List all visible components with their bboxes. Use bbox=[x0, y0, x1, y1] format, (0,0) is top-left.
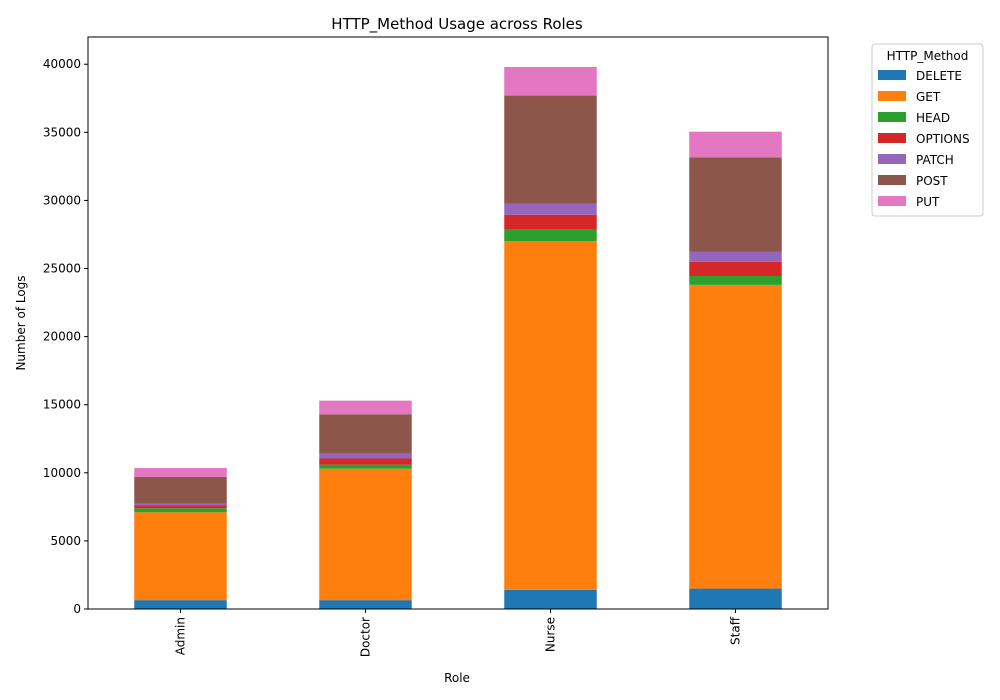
legend: HTTP_Method DELETE GET HEAD OPTIONS PATCH POST… bbox=[871, 43, 984, 217]
y-tick-label: 0 bbox=[73, 602, 81, 616]
bar-patch-doctor bbox=[319, 453, 412, 459]
bar-get-doctor bbox=[319, 468, 412, 601]
legend-title: HTTP_Method bbox=[887, 49, 969, 63]
bar-patch-nurse bbox=[504, 203, 597, 215]
bar-options-nurse bbox=[504, 214, 597, 230]
bar-put-staff bbox=[689, 131, 782, 158]
x-tick-label: Staff bbox=[729, 616, 743, 645]
y-tick-label: 35000 bbox=[43, 125, 81, 139]
bar-put-nurse bbox=[504, 66, 597, 96]
bar-options-doctor bbox=[319, 458, 412, 465]
bar-patch-admin bbox=[134, 503, 227, 506]
bar-put-doctor bbox=[319, 400, 412, 415]
x-axis-label: Role bbox=[444, 671, 470, 685]
y-tick-label: 15000 bbox=[43, 398, 81, 412]
legend-label-patch: PATCH bbox=[916, 153, 954, 167]
legend-box bbox=[871, 43, 984, 217]
y-tick-label: 10000 bbox=[43, 466, 81, 480]
x-tick-label: Doctor bbox=[359, 617, 373, 657]
x-tick-label: Nurse bbox=[544, 617, 558, 652]
bar-head-nurse bbox=[504, 229, 597, 242]
y-tick-label: 5000 bbox=[50, 534, 81, 548]
bar-patch-staff bbox=[689, 251, 782, 262]
legend-swatch-options bbox=[878, 133, 906, 143]
legend-label-put: PUT bbox=[916, 195, 940, 209]
bar-head-doctor bbox=[319, 464, 412, 469]
bar-get-admin bbox=[134, 512, 227, 601]
y-tick-label: 25000 bbox=[43, 262, 81, 276]
bar-post-nurse bbox=[504, 95, 597, 204]
legend-swatch-put bbox=[878, 196, 906, 206]
legend-label-post: POST bbox=[916, 174, 948, 188]
bar-delete-doctor bbox=[319, 600, 412, 609]
legend-label-get: GET bbox=[916, 90, 941, 104]
legend-swatch-get bbox=[878, 91, 906, 101]
y-axis-label: Number of Logs bbox=[14, 275, 28, 370]
bar-head-staff bbox=[689, 276, 782, 285]
bar-options-staff bbox=[689, 261, 782, 277]
bar-post-doctor bbox=[319, 414, 412, 454]
bar-get-nurse bbox=[504, 241, 597, 590]
y-tick-label: 40000 bbox=[43, 57, 81, 71]
legend-swatch-patch bbox=[878, 154, 906, 164]
bar-post-staff bbox=[689, 157, 782, 252]
legend-swatch-delete bbox=[878, 70, 906, 80]
legend-swatch-head bbox=[878, 112, 906, 122]
legend-label-options: OPTIONS bbox=[916, 132, 970, 146]
x-tick-label: Admin bbox=[174, 617, 188, 655]
legend-swatch-post bbox=[878, 175, 906, 185]
legend-label-delete: DELETE bbox=[916, 69, 962, 83]
bar-post-admin bbox=[134, 476, 227, 504]
bar-put-admin bbox=[134, 468, 227, 477]
bar-head-admin bbox=[134, 508, 227, 513]
bar-get-staff bbox=[689, 284, 782, 589]
y-tick-label: 20000 bbox=[43, 330, 81, 344]
chart-title: HTTP_Method Usage across Roles bbox=[331, 15, 583, 34]
plot-area: Admin Doctor Nurse Staff 0 5000 10000 15000 2000… bbox=[43, 36, 829, 657]
bar-delete-nurse bbox=[504, 589, 597, 609]
bar-options-admin bbox=[134, 505, 227, 509]
plot-frame bbox=[87, 36, 829, 610]
bar-delete-staff bbox=[689, 588, 782, 609]
y-tick-label: 30000 bbox=[43, 193, 81, 207]
bar-delete-admin bbox=[134, 600, 227, 609]
legend-label-head: HEAD bbox=[916, 111, 950, 125]
